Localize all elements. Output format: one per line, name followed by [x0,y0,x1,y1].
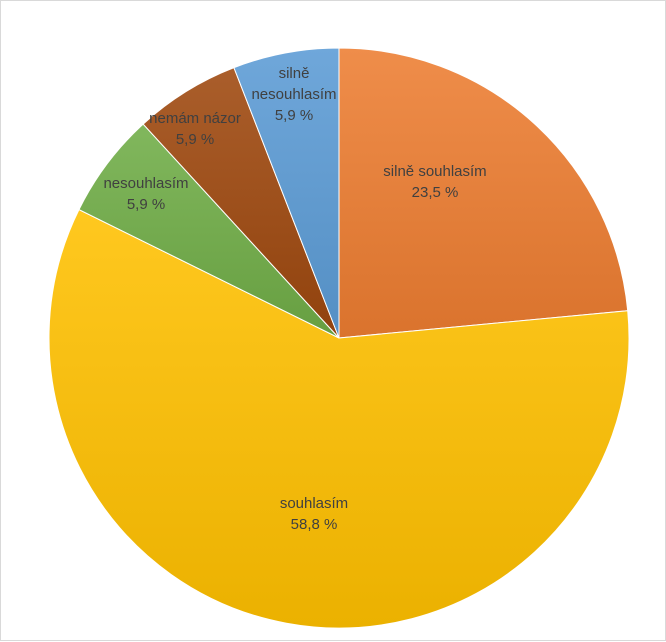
slice-value-label: 58,8 % [291,516,338,533]
slice-category-label: silně [279,65,310,82]
slice-category-label: nesouhlasím [251,86,336,103]
slice-category-label: nesouhlasím [103,175,188,192]
slice-label-3: nesouhlasím 5,9 % [103,175,188,213]
slice-value-label: 5,9 % [127,196,165,213]
pie-slice-5 [233,47,340,339]
slice-label-5: silně nesouhlasím 5,9 % [251,65,336,124]
slice-label-2: souhlasím 58,8 % [280,495,348,533]
pie-slices [48,47,630,629]
pie-slice-1 [338,47,629,339]
slice-category-label: silně souhlasím [383,163,486,180]
slice-label-4: nemám názor 5,9 % [149,110,241,148]
slice-category-label: souhlasím [280,495,348,512]
pie-labels: silně souhlasím 23,5 % souhlasím 58,8 % neso… [103,65,486,533]
slice-value-label: 5,9 % [275,107,313,124]
slice-value-label: 23,5 % [412,184,459,201]
slice-label-1: silně souhlasím 23,5 % [383,163,486,201]
slice-value-label: 5,9 % [176,131,214,148]
slice-category-label: nemám názor [149,110,241,127]
pie-slice-2 [48,208,630,629]
